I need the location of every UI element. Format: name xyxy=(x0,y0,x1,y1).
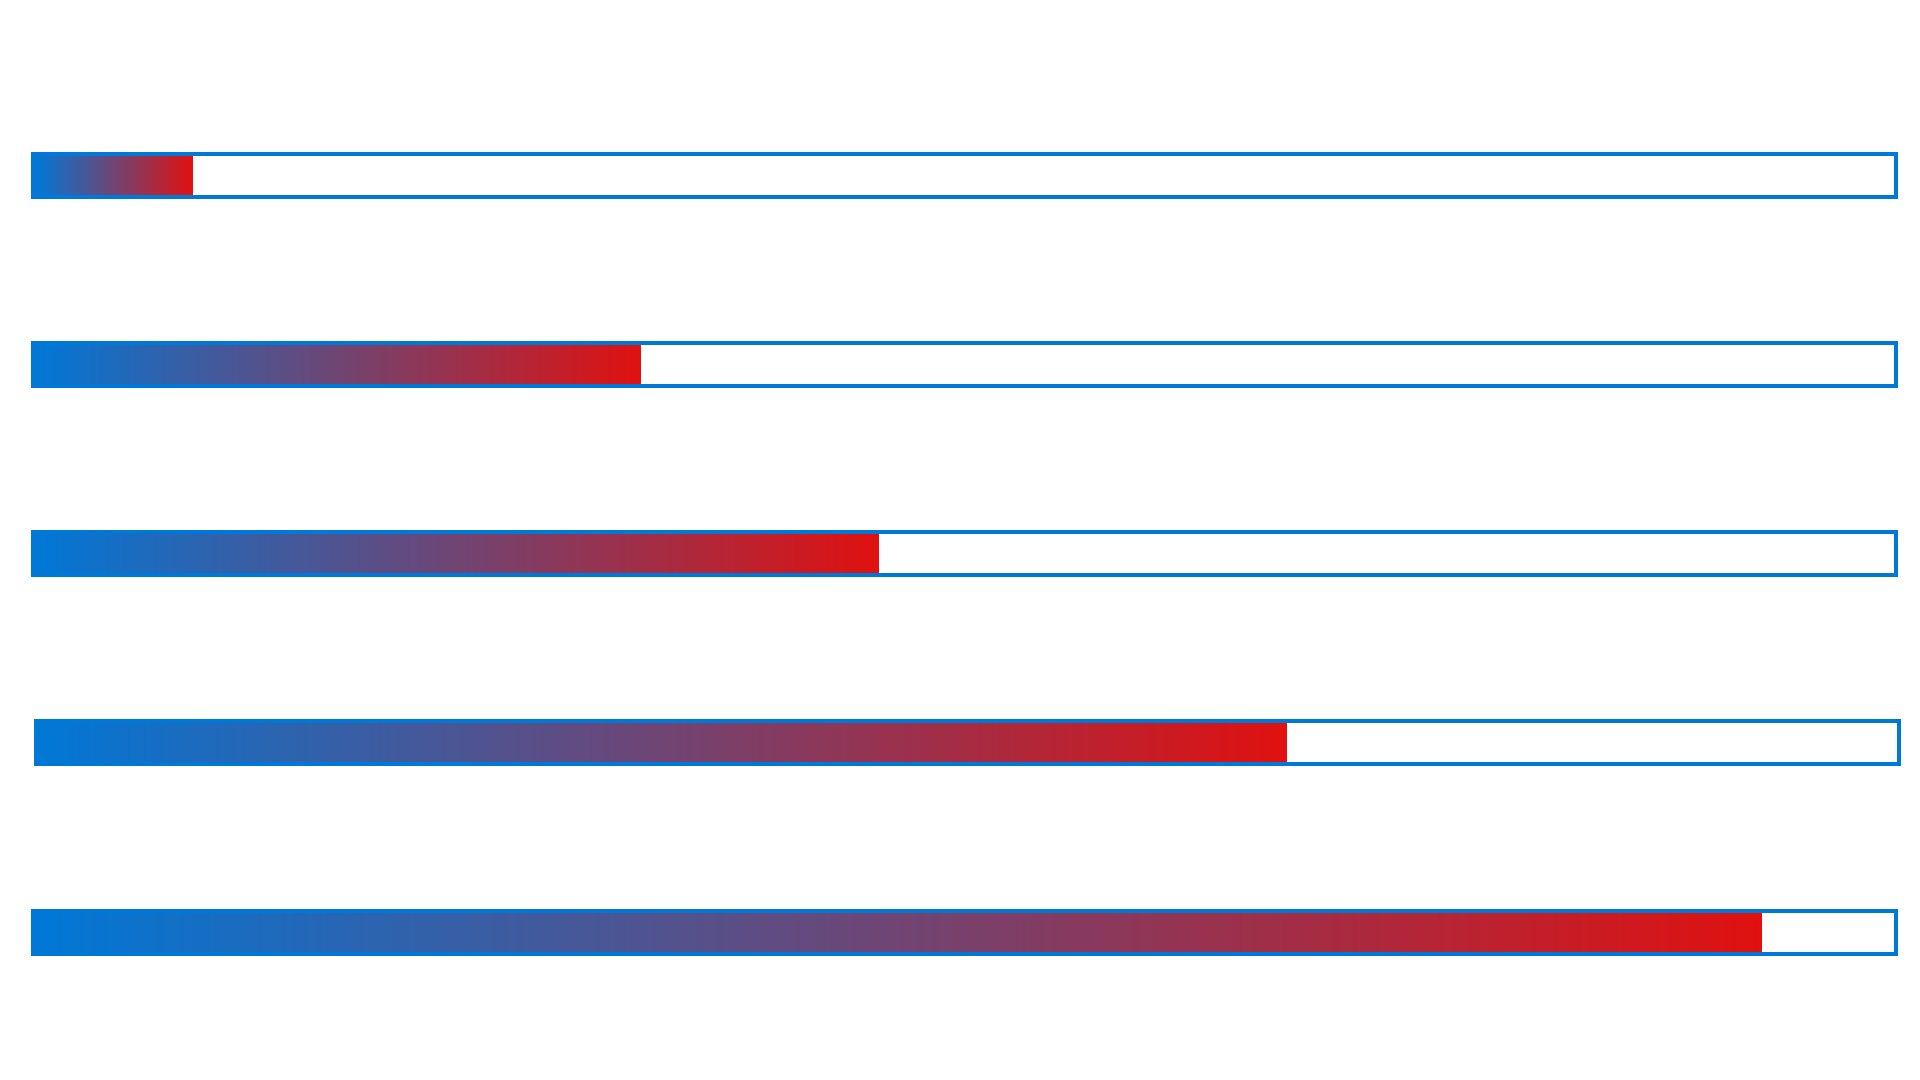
progress-bar-5 xyxy=(31,909,1898,956)
progress-bar-3 xyxy=(31,530,1898,577)
progress-fill-3 xyxy=(35,534,879,573)
progress-fill-4 xyxy=(38,723,1288,762)
progress-fill-1 xyxy=(35,156,193,195)
progress-fill-2 xyxy=(35,345,642,384)
progress-bar-1 xyxy=(31,152,1898,199)
progress-bar-4 xyxy=(34,719,1901,766)
progress-fill-5 xyxy=(35,913,1762,952)
progress-bar-2 xyxy=(31,341,1898,388)
